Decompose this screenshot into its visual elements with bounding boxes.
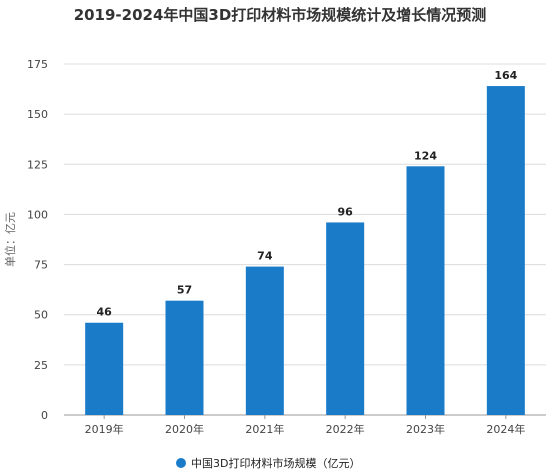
x-tick-label: 2020年 <box>165 422 204 436</box>
y-tick-label: 50 <box>34 309 48 322</box>
y-tick-label: 75 <box>34 259 48 272</box>
x-tick-label: 2021年 <box>245 422 284 436</box>
y-tick-label: 25 <box>34 359 48 372</box>
data-label: 74 <box>257 250 273 263</box>
bar <box>326 222 365 415</box>
data-label: 57 <box>177 284 192 297</box>
bar <box>85 322 124 415</box>
bar <box>406 166 445 415</box>
x-tick-label: 2023年 <box>406 422 445 436</box>
legend-marker <box>176 458 186 468</box>
legend-label: 中国3D打印材料市场规模（亿元） <box>191 456 360 470</box>
bar <box>486 86 525 415</box>
data-label: 46 <box>97 306 113 319</box>
y-tick-label: 100 <box>27 208 48 221</box>
data-label: 124 <box>414 149 437 162</box>
data-label: 164 <box>494 69 517 82</box>
y-tick-label: 150 <box>27 108 48 121</box>
bar <box>165 300 204 415</box>
y-tick-label: 0 <box>41 409 48 422</box>
chart-title: 2019-2024年中国3D打印材料市场规模统计及增长情况预测 <box>73 6 487 24</box>
y-tick-label: 175 <box>27 58 48 71</box>
data-label: 96 <box>338 205 354 218</box>
x-tick-label: 2024年 <box>486 422 525 436</box>
bar <box>245 266 284 415</box>
y-tick-label: 125 <box>27 158 48 171</box>
y-axis-label: 单位：亿元 <box>3 212 17 267</box>
x-tick-label: 2019年 <box>85 422 124 436</box>
x-tick-label: 2022年 <box>326 422 365 436</box>
